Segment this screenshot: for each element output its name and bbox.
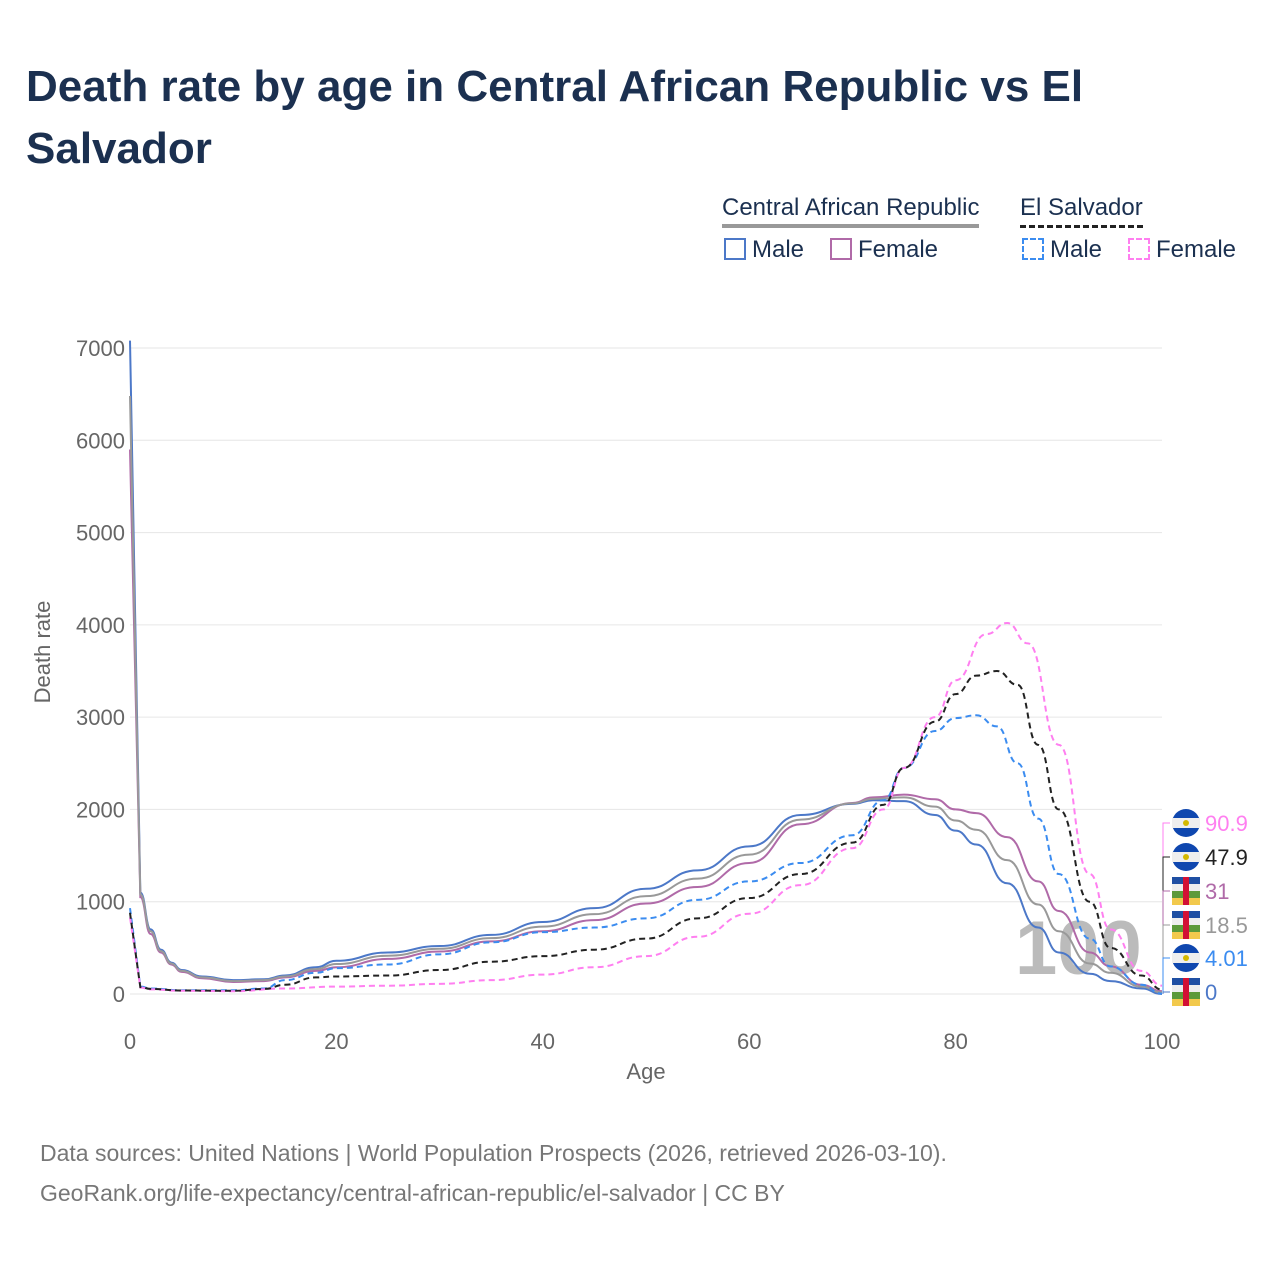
legend-slv-male[interactable]: Male [1022,236,1102,264]
legend-group-slv: El Salvador [1020,194,1143,228]
y-tick-label: 5000 [76,521,125,546]
series-line-central-african-republic-female [129,449,1163,993]
legend-caf-male[interactable]: Male [724,236,804,264]
legend-label: Male [752,236,805,263]
legend-slv-female[interactable]: Female [1128,236,1236,264]
label-connector [1162,924,1170,993]
label-connector [1162,856,1170,990]
series-line-el-salvador-total [129,669,1163,992]
legend-swatch [830,238,852,260]
x-tick-label: 80 [943,1029,967,1054]
x-tick-label: 100 [1144,1029,1181,1054]
chart-title: Death rate by age in Central African Rep… [26,62,1084,173]
y-tick-label: 2000 [76,797,125,822]
label-connector [1162,822,1170,986]
series-line-central-african-republic-total [129,395,1163,994]
y-axis-label: Death rate [30,601,55,704]
end-value-label: 31 [1205,879,1229,904]
flag-el-salvador-icon [1172,944,1200,972]
end-value-label: 18.5 [1205,913,1248,938]
legend-caf-female[interactable]: Female [830,236,938,264]
legend-swatch [1128,238,1150,260]
label-connector [1162,957,1170,994]
end-value-label: 0 [1205,980,1217,1005]
footer-url[interactable]: GeoRank.org/life-expectancy/central-afri… [40,1180,785,1206]
y-tick-label: 1000 [76,890,125,915]
footer-sources: Data sources: United Nations | World Pop… [40,1140,947,1166]
legend-group-label: El Salvador [1020,194,1143,221]
flag-central-african-republic-icon [1172,877,1200,905]
end-value-label: 47.9 [1205,845,1248,870]
legend-swatch [724,238,746,260]
legend-swatch [1022,238,1044,260]
x-tick-label: 60 [737,1029,761,1054]
x-tick-label: 20 [324,1029,348,1054]
series-line-el-salvador-male [129,714,1163,995]
label-connector [1162,890,1170,992]
flag-el-salvador-icon [1172,809,1200,837]
end-value-label: 90.9 [1205,811,1248,836]
y-tick-label: 0 [113,982,125,1007]
series-line-el-salvador-female [129,622,1163,993]
flag-el-salvador-icon [1172,843,1200,871]
y-tick-label: 7000 [76,336,125,361]
y-tick-label: 4000 [76,613,125,638]
legend-label: Female [858,236,939,263]
flag-central-african-republic-icon [1172,978,1200,1006]
y-tick-label: 6000 [76,428,125,453]
label-connector [1162,991,1170,994]
legend-group-caf: Central African Republic [722,194,980,228]
x-axis-label: Age [626,1059,665,1084]
x-tick-label: 40 [531,1029,555,1054]
end-value-label: 4.01 [1205,946,1248,971]
y-tick-label: 3000 [76,705,125,730]
flag-central-african-republic-icon [1172,911,1200,939]
legend-group-label: Central African Republic [722,194,980,221]
legend-label: Female [1156,236,1237,263]
legend-label: Male [1050,236,1103,263]
x-tick-label: 0 [124,1029,136,1054]
